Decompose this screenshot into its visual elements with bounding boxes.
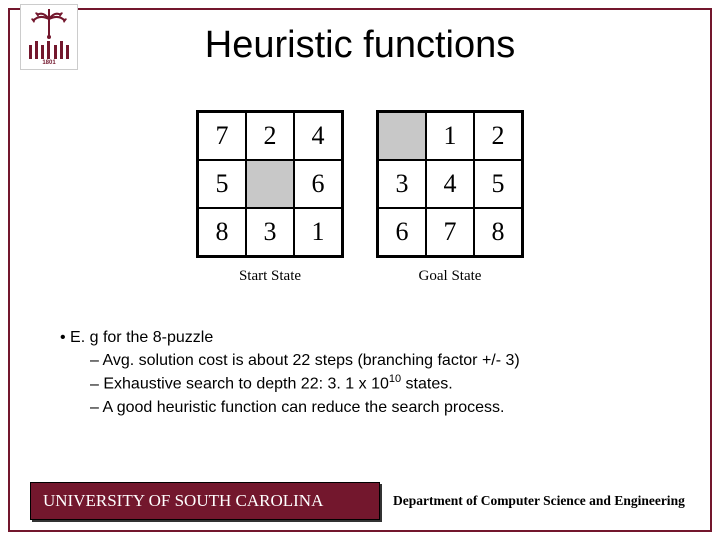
bullet-main: E. g for the 8-puzzle [70,329,213,346]
puzzle-cell: 4 [426,160,474,208]
puzzle-cell: 2 [474,112,522,160]
start-state-puzzle: 72456831 Start State [196,110,344,285]
puzzle-cell [246,160,294,208]
puzzle-cell: 6 [378,208,426,256]
university-logo: 1801 [20,4,78,70]
puzzle-cell: 5 [474,160,522,208]
puzzle-cell: 1 [294,208,342,256]
sub-bullet: Exhaustive search to depth 22: 3. 1 x 10… [90,372,680,396]
sub-bullet: Avg. solution cost is about 22 steps (br… [90,349,680,372]
puzzle-cell: 6 [294,160,342,208]
logo-gates-icon [29,39,69,59]
puzzle-cell: 2 [246,112,294,160]
sub-bullet: A good heuristic function can reduce the… [90,396,680,419]
logo-palmetto-fan-icon [29,9,69,39]
footer-department: Department of Computer Science and Engin… [380,482,690,520]
goal-state-puzzle: 12345678 Goal State [376,110,524,285]
puzzle-cell [378,112,426,160]
start-grid: 72456831 [196,110,344,258]
puzzle-cell: 7 [426,208,474,256]
puzzle-cell: 8 [198,208,246,256]
puzzle-diagram-area: 72456831 Start State 12345678 Goal State [0,100,720,295]
bullet-content: E. g for the 8-puzzle Avg. solution cost… [60,326,680,419]
puzzle-cell: 7 [198,112,246,160]
start-label: Start State [239,268,301,285]
logo-year: 1801 [42,60,55,66]
puzzle-cell: 3 [378,160,426,208]
puzzle-cell: 1 [426,112,474,160]
slide-footer: UNIVERSITY OF SOUTH CAROLINA Department … [30,482,690,520]
footer-university: UNIVERSITY OF SOUTH CAROLINA [30,482,380,520]
goal-grid: 12345678 [376,110,524,258]
slide-title: Heuristic functions [0,24,720,67]
puzzle-cell: 4 [294,112,342,160]
goal-label: Goal State [419,268,482,285]
puzzle-cell: 8 [474,208,522,256]
puzzle-cell: 5 [198,160,246,208]
puzzle-cell: 3 [246,208,294,256]
